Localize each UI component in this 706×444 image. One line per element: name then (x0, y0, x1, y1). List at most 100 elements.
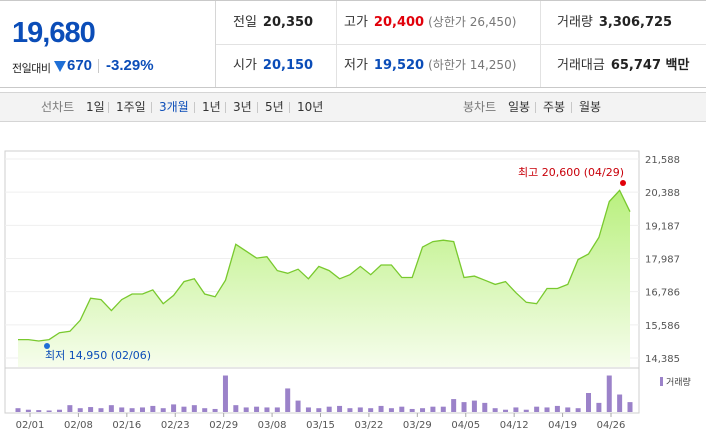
volume-bar (295, 400, 301, 412)
volume-bar (430, 406, 436, 412)
volume-bar (264, 407, 270, 412)
quote-row-1: 전일 20,350 고가 20,400 (상한가 26,450) 거래량 3,306,7… (216, 1, 706, 45)
volume-bar (337, 405, 343, 412)
line-chart-label: 선차트 (41, 100, 75, 114)
volume-bar (222, 375, 228, 412)
volume-bar (129, 408, 135, 412)
volume-label: 거래량 (557, 15, 593, 30)
lower-limit: (하한가 14,250) (428, 58, 517, 72)
y-tick-label: 15,586 (645, 321, 680, 332)
high-value: 20,400 (373, 15, 425, 30)
low-label: 저가 (344, 58, 368, 73)
candle-weekly[interactable]: 주봉 (543, 100, 566, 114)
volume-bar (25, 409, 31, 412)
x-tick-label: 02/01 (16, 420, 45, 431)
volume-bar (440, 406, 446, 412)
period-3y[interactable]: 3년 (233, 100, 252, 114)
volume-bar (285, 388, 291, 412)
trade-amount: 거래대금 65,747 백만 (557, 44, 689, 87)
divider (535, 102, 536, 113)
volume-bar (451, 399, 457, 412)
low-price: 저가 19,520 (하한가 14,250) (344, 44, 516, 87)
volume-bar (357, 407, 363, 412)
down-arrow-icon (54, 61, 66, 72)
volume-bar (596, 402, 602, 412)
volume-bar (243, 407, 249, 412)
amount-label: 거래대금 (557, 58, 605, 73)
divider (194, 102, 195, 113)
volume-bar (513, 407, 519, 412)
volume-bar (409, 408, 415, 412)
volume-bar (46, 410, 52, 412)
x-tick-label: 04/19 (548, 420, 577, 431)
volume-bar (212, 408, 218, 412)
period-3m[interactable]: 3개월 (159, 100, 189, 114)
volume-bar (471, 400, 477, 412)
period-1d[interactable]: 1일 (86, 100, 105, 114)
y-tick-label: 19,187 (645, 221, 680, 232)
period-10y[interactable]: 10년 (297, 100, 324, 114)
price-area (18, 190, 630, 367)
divider (98, 59, 99, 73)
period-5y[interactable]: 5년 (265, 100, 284, 114)
volume-bar (202, 408, 208, 412)
prev-close: 전일 20,350 (233, 1, 313, 44)
volume: 거래량 3,306,725 (557, 1, 672, 44)
y-tick-label: 17,987 (645, 255, 680, 266)
upper-limit: (상한가 26,450) (428, 15, 517, 29)
volume-bar (492, 408, 498, 412)
volume-bar (523, 409, 529, 412)
volume-bar (368, 408, 374, 412)
volume-bar (98, 408, 104, 412)
volume-bar (119, 407, 125, 412)
volume-bar (305, 407, 311, 412)
divider (257, 102, 258, 113)
current-price: 19,680 (12, 17, 96, 49)
volume-bar (554, 405, 560, 412)
candle-monthly[interactable]: 월봉 (579, 100, 602, 114)
period-1y[interactable]: 1년 (202, 100, 221, 114)
quote-summary: 19,680 전일대비 670 -3.29% 전일 20,350 고가 20,400… (0, 0, 706, 88)
open-label: 시가 (233, 58, 257, 73)
x-tick-label: 03/22 (355, 420, 384, 431)
volume-bar (316, 408, 322, 412)
chart-toolbar: 선차트 1일 1주일 3개월 1년 3년 5년 10년 봉차트 일봉 주봉 월봉 (0, 92, 706, 122)
x-tick-label: 02/23 (161, 420, 190, 431)
period-1w[interactable]: 1주일 (116, 100, 146, 114)
candle-daily[interactable]: 일봉 (508, 100, 531, 114)
x-tick-label: 04/12 (500, 420, 529, 431)
volume-bar (606, 375, 612, 412)
volume-bar (150, 405, 156, 412)
volume-bar (420, 408, 426, 412)
y-tick-label: 20,388 (645, 188, 680, 199)
x-tick-label: 03/15 (306, 420, 335, 431)
x-tick-label: 03/08 (258, 420, 287, 431)
volume-bar (482, 402, 488, 412)
volume-bar (15, 408, 21, 412)
volume-bar (171, 404, 177, 412)
volume-value: 3,306,725 (598, 15, 673, 30)
volume-bar (191, 405, 197, 412)
y-tick-label: 16,786 (645, 288, 680, 299)
quote-row-2: 시가 20,150 저가 19,520 (하한가 14,250) 거래대금 65,747… (216, 44, 706, 87)
volume-bar (586, 393, 592, 412)
volume-bar (617, 394, 623, 412)
volume-bar (575, 408, 581, 412)
x-tick-label: 04/05 (451, 420, 480, 431)
volume-legend-swatch (660, 377, 663, 386)
y-tick-label: 14,385 (645, 354, 680, 365)
chart-frame (4, 150, 640, 414)
prev-close-value: 20,350 (262, 15, 314, 30)
volume-bar (139, 407, 145, 412)
divider (289, 102, 290, 113)
volume-bar (544, 407, 550, 412)
volume-legend-label: 거래량 (666, 376, 691, 388)
volume-bar (565, 407, 571, 412)
volume-bar (378, 405, 384, 412)
x-tick-label: 02/16 (112, 420, 141, 431)
divider (108, 102, 109, 113)
prev-close-label: 전일 (233, 15, 257, 30)
x-tick-label: 04/26 (597, 420, 626, 431)
price-box: 19,680 전일대비 670 -3.29% (0, 1, 216, 87)
high-label: 고가 (344, 15, 368, 30)
